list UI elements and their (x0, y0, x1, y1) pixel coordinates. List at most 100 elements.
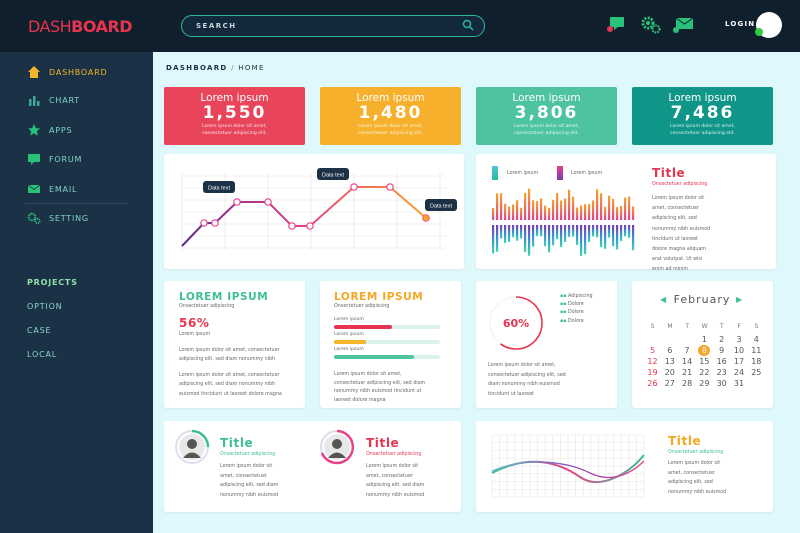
calendar-day[interactable]: 29 (699, 379, 710, 388)
sidebar-item-dashboard[interactable]: DASHBOARD (27, 64, 147, 80)
bar-bottom (572, 225, 575, 237)
info-card-orange: LOREM IPSUM Onsectetuer adipiscing Lorem… (320, 281, 461, 408)
data-point-end[interactable] (423, 215, 429, 221)
body-line: Lorem ipsum dolor sit amet, (488, 363, 556, 368)
data-point[interactable] (386, 183, 394, 191)
calendar-day[interactable]: 30 (716, 379, 727, 388)
calendar-day[interactable]: 16 (716, 357, 727, 366)
sidebar-item-setting[interactable]: SETTING (27, 210, 147, 226)
mail-icon[interactable] (673, 15, 695, 35)
bar-top (620, 205, 623, 220)
settings-gears-icon[interactable] (640, 15, 662, 35)
bar-bottom (532, 225, 535, 247)
calendar-weekday: F (737, 323, 741, 330)
stat-title: Lorem ipsum (512, 92, 581, 104)
data-point[interactable] (306, 222, 314, 230)
calendar-day[interactable]: 18 (751, 357, 762, 366)
calendar-month: February (673, 293, 731, 306)
sidebar-item-apps[interactable]: APPS (27, 122, 147, 138)
progress-label: Lorem ipsum (334, 317, 364, 322)
calendar-day[interactable]: 25 (751, 368, 762, 377)
profile-avatar[interactable] (319, 429, 355, 465)
calendar-day[interactable]: 5 (649, 346, 656, 355)
progress-fill (334, 325, 393, 329)
breadcrumb-root[interactable]: DASHBOARD (166, 64, 228, 72)
calendar-day[interactable]: 4 (753, 335, 759, 344)
calendar-day[interactable]: 15 (699, 357, 710, 366)
stat-card[interactable]: Lorem ipsum 3,806 Lorem ipsum dolor sit … (476, 87, 617, 145)
calendar-day[interactable]: 31 (733, 379, 745, 388)
bar-top (552, 199, 555, 220)
bar-top (548, 207, 551, 220)
search-input[interactable] (196, 19, 446, 33)
bar-bottom (560, 225, 563, 248)
bar-bottom (604, 225, 607, 249)
calendar-day[interactable]: 28 (682, 379, 693, 388)
sidebar-item-forum[interactable]: FORUM (27, 151, 147, 167)
bar-top (556, 193, 559, 220)
stat-card[interactable]: Lorem ipsum 7,486 Lorem ipsum dolor sit … (632, 87, 773, 145)
calendar-day[interactable]: 17 (733, 357, 745, 366)
donut-legend: ▪▪ Adipiscing ▪▪ Dolore ▪▪ Dolore ▪▪ Dol… (560, 293, 593, 326)
calendar-day[interactable]: 1 (701, 335, 707, 344)
line-chart-card: Data text Data text Data text (164, 154, 464, 269)
bar-bottom (516, 225, 519, 241)
sidebar-item-local[interactable]: LOCAL (27, 350, 57, 359)
online-status-dot (755, 28, 763, 36)
bar-bottom (620, 225, 623, 242)
sidebar-item-email[interactable]: EMAIL (27, 181, 147, 197)
sidebar-item-option[interactable]: OPTION (27, 302, 63, 311)
card-title: LOREM IPSUM (179, 291, 269, 303)
stat-card[interactable]: Lorem ipsum 1,480 Lorem ipsum dolor sit … (320, 87, 461, 145)
progress-fill (334, 340, 366, 344)
bar-top (528, 188, 531, 220)
calendar-day[interactable]: 6 (667, 346, 673, 355)
calendar-day[interactable]: 11 (751, 346, 762, 355)
body-line: enim ad minim (652, 267, 689, 273)
calendar-day[interactable]: 7 (684, 346, 690, 355)
data-point[interactable] (288, 222, 296, 230)
calendar-day[interactable]: 27 (664, 379, 675, 388)
calendar-day[interactable]: 21 (682, 368, 693, 377)
bar-bottom (528, 225, 531, 256)
next-month-arrow-icon[interactable]: ▶ (736, 295, 743, 304)
calendar-day[interactable]: 14 (682, 357, 693, 366)
legend-item: ▪▪ Adipiscing (560, 294, 593, 299)
calendar-day[interactable]: 10 (733, 346, 745, 355)
calendar-day[interactable]: 19 (647, 368, 658, 377)
progress-label: Lorem ipsum (334, 347, 364, 352)
sidebar-item-case[interactable]: CASE (27, 326, 52, 335)
data-point[interactable] (350, 183, 358, 191)
user-avatar[interactable] (755, 12, 782, 38)
chat-icon[interactable] (606, 15, 628, 35)
calendar-day-selected[interactable]: 8 (698, 345, 711, 356)
calendar-day[interactable]: 22 (699, 368, 710, 377)
calendar-day[interactable]: 24 (733, 368, 745, 377)
panel-title: Title (652, 166, 686, 180)
calendar-day[interactable]: 2 (719, 335, 725, 344)
bar-top (568, 189, 571, 220)
calendar-day[interactable]: 3 (736, 335, 742, 344)
sidebar-item-chart[interactable]: CHART (27, 92, 147, 108)
login-link[interactable]: LOGIN (725, 20, 756, 28)
prev-month-arrow-icon[interactable]: ◀ (660, 295, 667, 304)
app-logo[interactable]: DASHBOARD (28, 17, 133, 36)
profile-avatar[interactable] (174, 429, 210, 465)
calendar-day[interactable]: 13 (664, 357, 675, 366)
stat-subtext: consectetuer adipiscing elit. (514, 131, 579, 136)
data-point[interactable] (264, 198, 272, 206)
data-point[interactable] (200, 219, 208, 227)
data-point[interactable] (211, 219, 219, 227)
body-line: adipiscing elit, sed diam nonummy nibh (179, 382, 276, 388)
calendar-day[interactable]: 12 (647, 357, 658, 366)
search-icon[interactable] (462, 19, 474, 31)
stat-card[interactable]: Lorem ipsum 1,550 Lorem ipsum dolor sit … (164, 87, 305, 145)
bar-top (616, 206, 619, 220)
calendar-day[interactable]: 9 (719, 346, 725, 355)
calendar-day[interactable]: 23 (716, 368, 727, 377)
body-line: tincidunt ut laoreet (488, 391, 535, 397)
calendar-day[interactable]: 20 (664, 368, 675, 377)
data-point[interactable] (233, 198, 241, 206)
bar-bottom (612, 225, 615, 247)
calendar-day[interactable]: 26 (647, 379, 658, 388)
